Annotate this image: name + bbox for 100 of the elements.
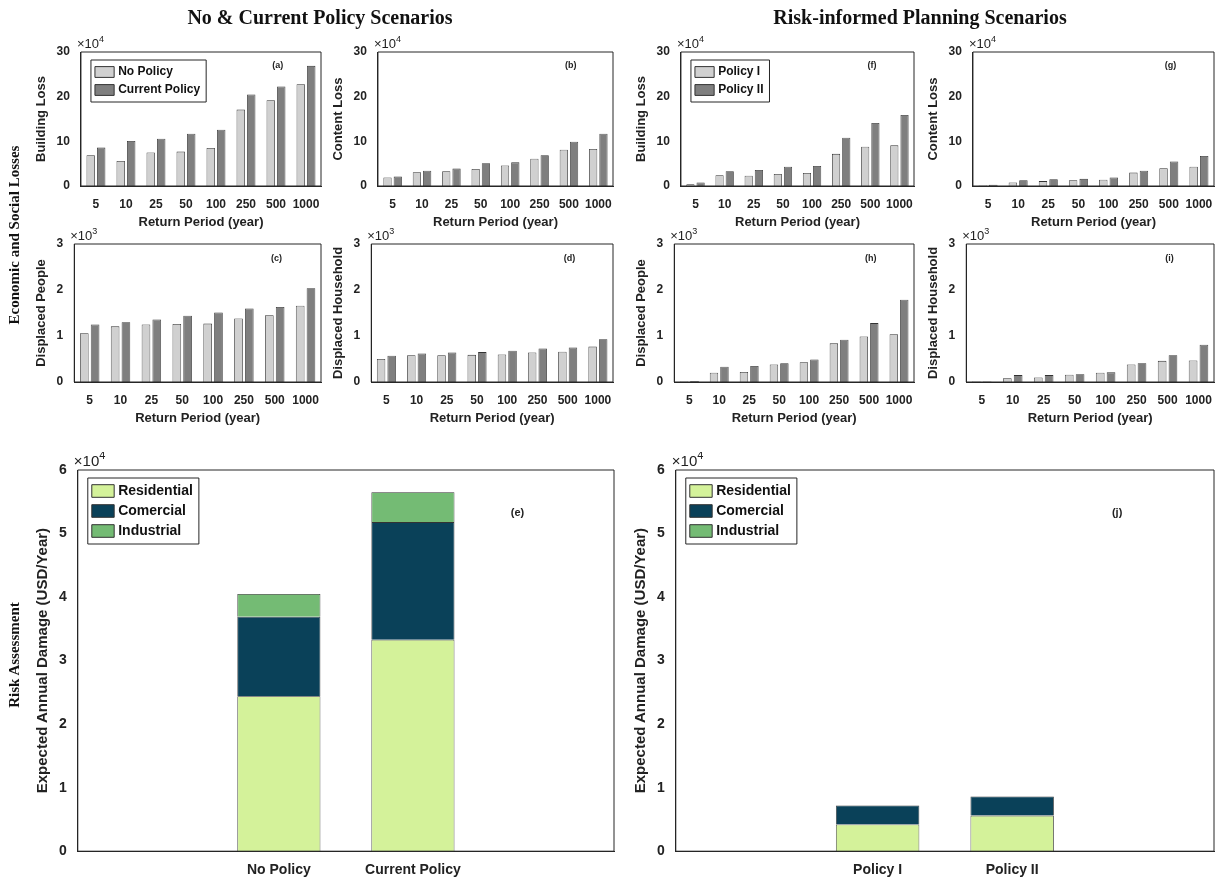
x-tick-label: 25 [1037,392,1051,407]
y-tick-label: 2 [353,282,361,297]
x-axis-title: Return Period (year) [429,409,555,425]
x-tick-label: 50 [470,392,485,407]
y-tick-label: 10 [353,133,368,148]
x-axis-title: Return Period (year) [135,409,261,425]
y-tick-label: 0 [948,374,956,389]
x-tick-label: 100 [205,196,227,211]
y-axis-title: Expected Annual Damage (USD/Year) [33,527,51,794]
x-tick-label: 500 [558,196,580,211]
x-tick-label: 250 [235,196,257,211]
y-tick-label: 0 [360,178,368,193]
x-tick-label: 250 [529,196,550,211]
legend-label: Current Policy [118,82,201,97]
x-tick-label: 5 [92,196,100,211]
x-tick-label: 25 [747,196,761,211]
x-tick-label: 5 [383,392,391,407]
x-tick-label: 50 [772,392,787,407]
x-tick-label: 250 [1126,392,1147,407]
x-tick-label: 1000 [292,392,320,407]
x-tick-label: 100 [497,392,518,407]
x-tick-label: 500 [860,196,881,211]
y-tick-label: 1 [656,328,664,343]
x-tick-label: 1000 [1185,392,1213,407]
x-axis-title: Return Period (year) [138,213,264,229]
x-tick-label: 250 [831,196,852,211]
y-tick-label: 1 [56,328,64,343]
legend-label: Industrial [716,521,780,538]
x-tick-label: 5 [86,392,94,407]
x-tick-label: 5 [685,392,693,407]
x-tick-label: 500 [859,392,880,407]
x-tick-label: 50 [1067,392,1082,407]
x-tick-label: 25 [1041,196,1056,211]
legend-label: Residential [716,481,791,498]
y-tick-label: 3 [56,236,64,251]
text: Risk Assessment [5,602,23,708]
annotation: (f) [867,60,877,71]
x-tick-label: 50 [474,196,488,211]
x-axis-title: Return Period (year) [432,213,558,229]
x-tick-label: 25 [149,196,163,211]
y-tick-label: 0 [955,178,963,193]
annotation: (g) [1164,60,1177,71]
y-axis-title: Building Loss [633,76,649,162]
x-tick-label: 10 [1006,392,1020,407]
x-tick-label: 10 [712,392,727,407]
y-axis-title: Displaced Household [330,246,346,380]
y-tick-label: 0 [353,374,361,389]
legend-label: No Policy [118,64,174,79]
y-tick-label: 0 [656,374,664,389]
y-tick-label: 3 [58,651,67,668]
x-tick-label: 100 [802,196,823,211]
y-tick-label: 10 [948,133,963,148]
y-tick-label: 20 [353,88,368,103]
x-tick-label: 250 [233,392,255,407]
y-tick-label: 0 [63,178,71,193]
x-axis-title: Return Period (year) [1030,213,1156,229]
y-tick-label: 3 [656,236,664,251]
y-tick-label: 3 [656,651,665,668]
annotation: (i) [1165,252,1174,263]
x-tick-label: 10 [119,196,133,211]
x-tick-label: 100 [203,392,224,407]
legend-label: Policy II [718,82,764,97]
y-tick-label: 2 [58,714,67,731]
x-tick-label: 500 [265,196,287,211]
y-tick-label: 1 [656,778,665,795]
y-tick-label: 20 [948,88,963,103]
y-tick-label: 1 [948,328,956,343]
legend-label: Industrial [118,521,182,538]
x-tick-label: 50 [1071,196,1086,211]
x-tick-label: 50 [179,196,193,211]
legend-label: Comercial [716,501,784,518]
y-tick-label: 0 [56,374,64,389]
x-tick-label: 1000 [584,392,612,407]
y-tick-label: 6 [58,460,67,477]
y-tick-label: 1 [353,328,361,343]
x-tick-label: 500 [557,392,579,407]
x-tick-label: 50 [175,392,190,407]
annotation: (d) [563,252,576,263]
x-tick-label: 25 [144,392,159,407]
y-tick-label: 30 [948,44,963,59]
y-tick-label: 3 [948,236,956,251]
y-tick-label: 2 [56,282,64,297]
x-tick-label: 25 [444,196,459,211]
legend-label: Residential [118,481,193,498]
y-tick-label: 5 [656,524,665,541]
y-tick-label: 10 [56,133,71,148]
y-tick-label: 30 [353,44,368,59]
x-tick-label: 5 [978,392,986,407]
x-tick-label: 25 [440,392,454,407]
y-tick-label: 10 [656,133,671,148]
y-tick-label: 2 [656,282,664,297]
x-tick-label: 10 [415,196,430,211]
x-tick-label: 1000 [1185,196,1213,211]
x-tick-label: 5 [389,196,397,211]
x-tick-label: 250 [1128,196,1149,211]
y-tick-label: 3 [353,236,361,251]
y-tick-label: 2 [656,714,665,731]
x-tick-label: 10 [409,392,424,407]
legend-label: Comercial [118,501,186,518]
annotation: (b) [564,60,577,71]
